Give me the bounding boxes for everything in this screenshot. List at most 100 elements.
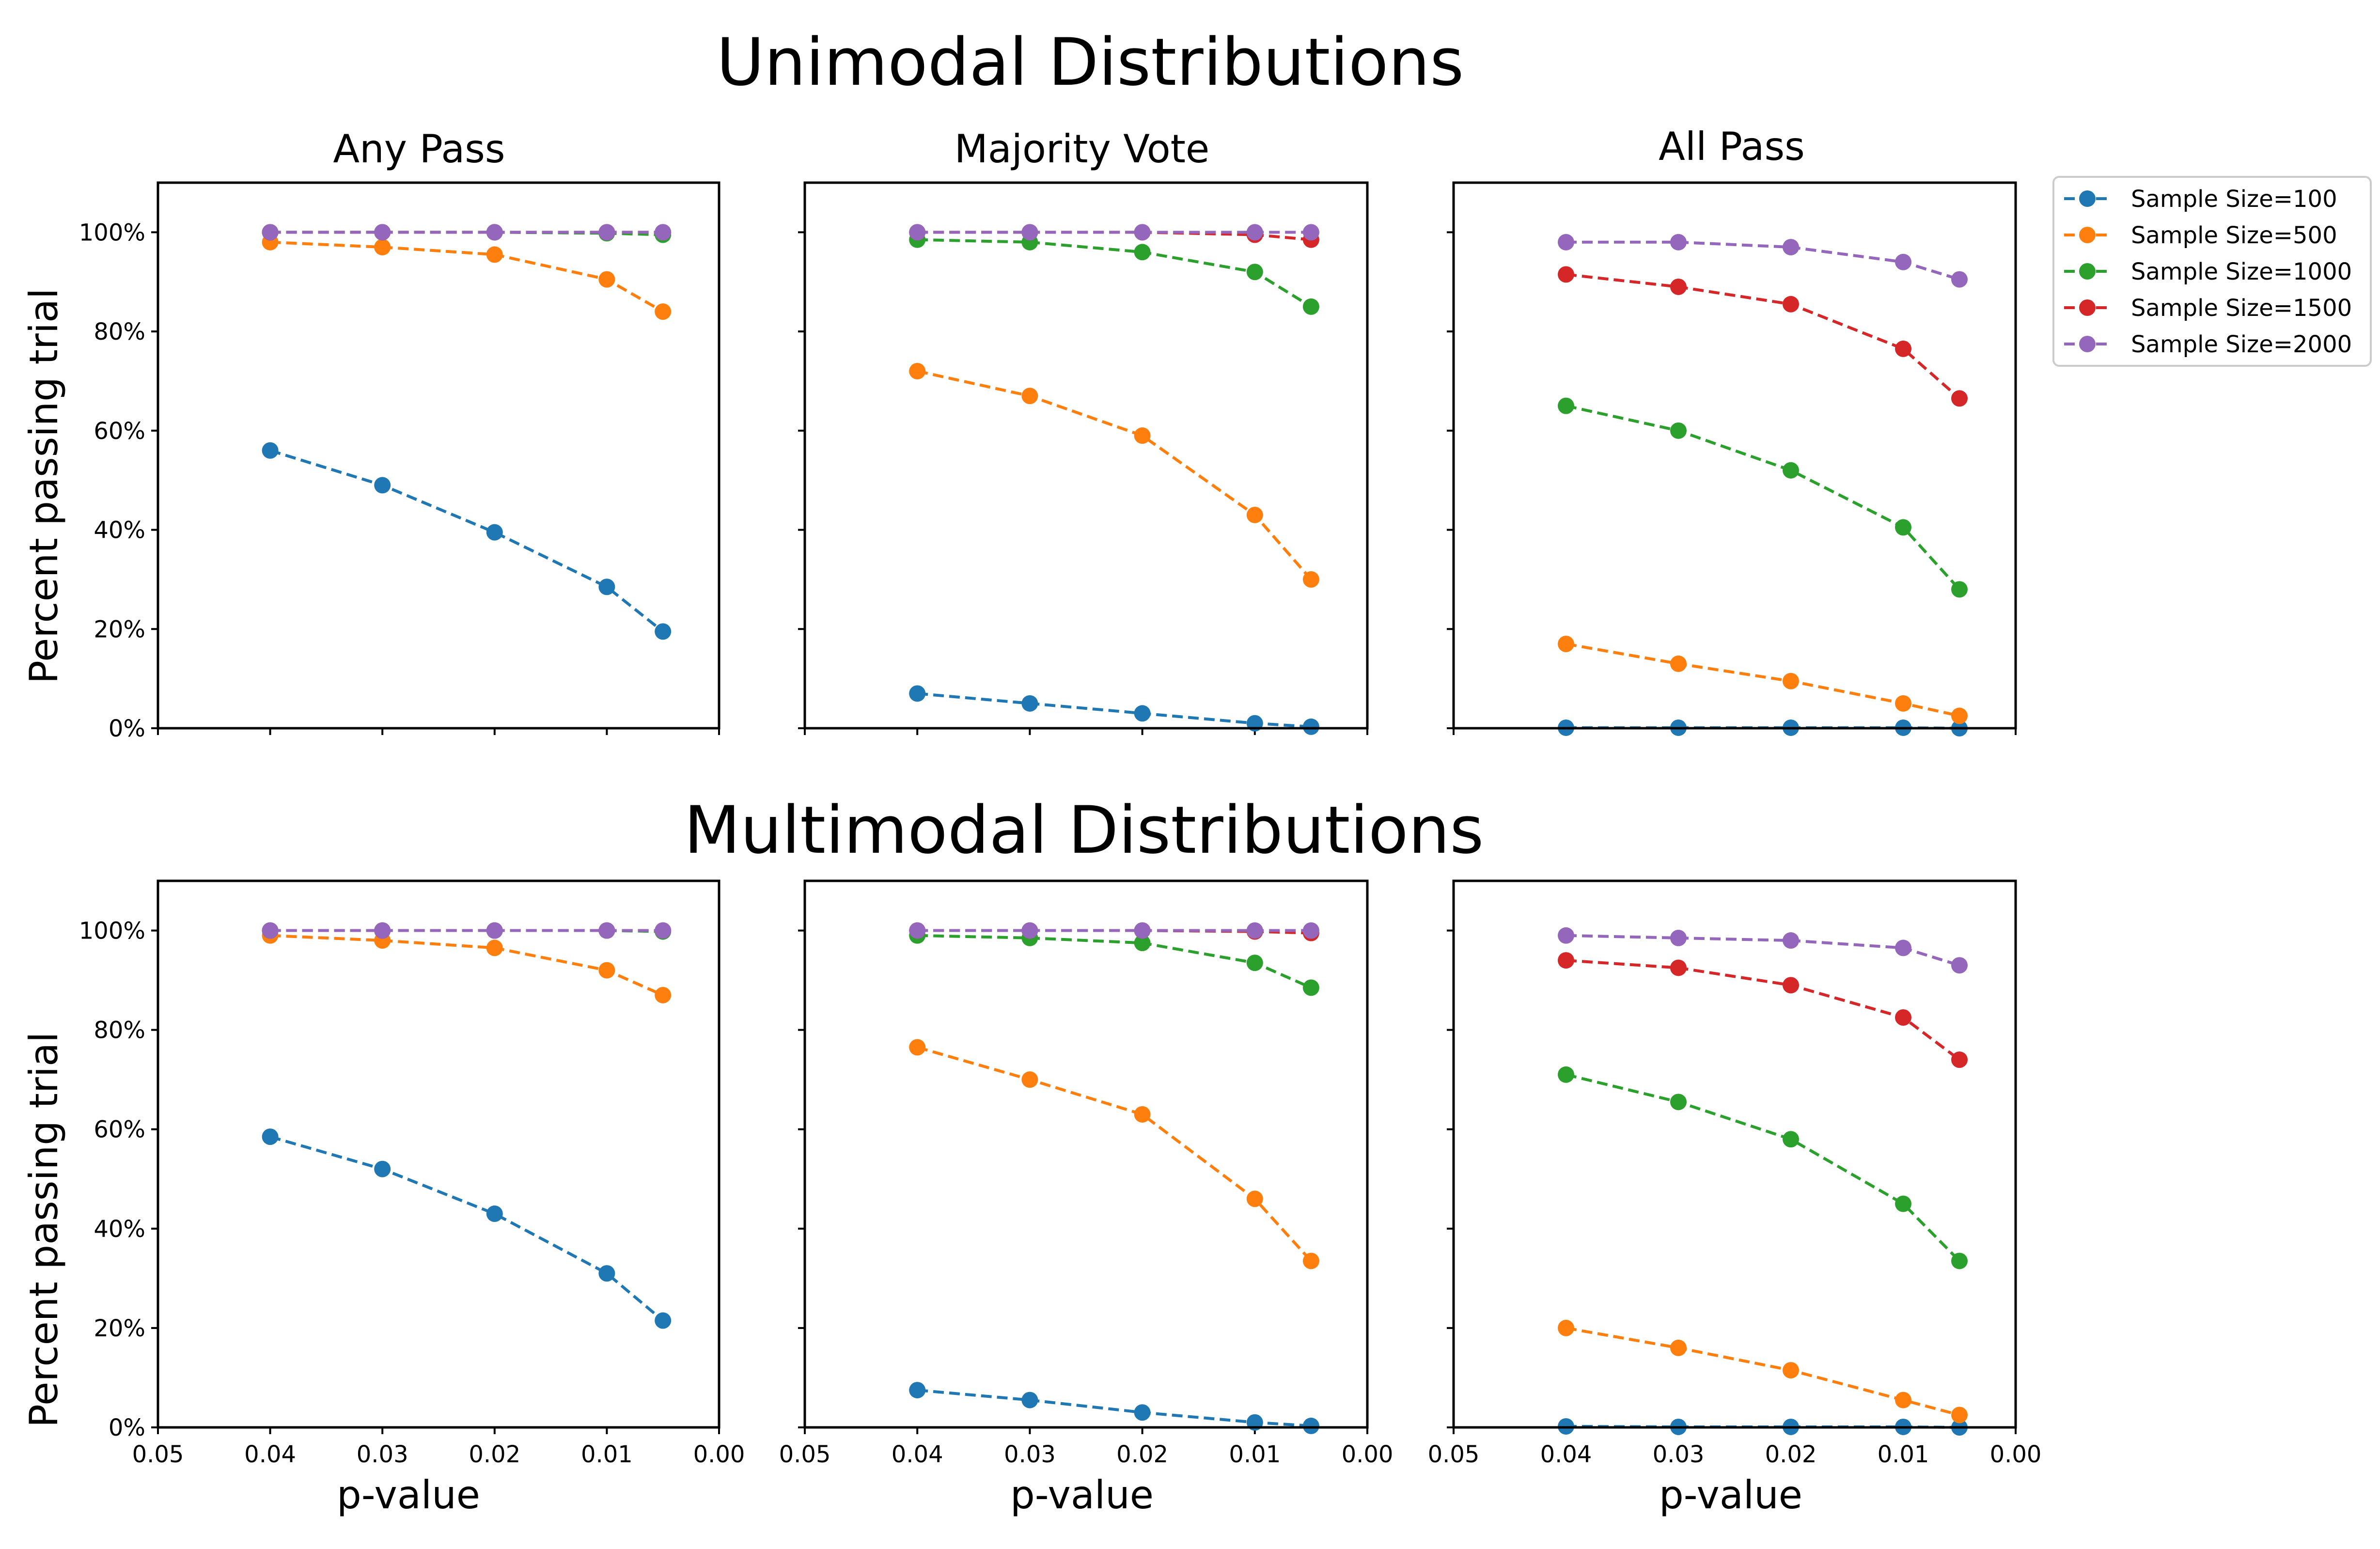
- series-sample-size-2000: [262, 224, 672, 241]
- data-point: [1895, 1009, 1911, 1026]
- data-point: [262, 1128, 279, 1145]
- x-tick-label: 0.05: [1428, 1441, 1480, 1468]
- y-tick-label: 0%: [109, 715, 145, 742]
- data-point: [909, 1039, 926, 1056]
- x-axis-label-right: p-value: [1659, 1472, 1802, 1518]
- series-line: [269, 1135, 664, 1322]
- column-title-majority-vote: Majority Vote: [955, 126, 1210, 172]
- series-sample-size-500: [1558, 1319, 1968, 1424]
- subplot-r0-c2: [1447, 181, 2017, 736]
- legend-entry: Sample Size=1500: [2064, 295, 2352, 322]
- data-point: [598, 271, 615, 288]
- data-point: [1021, 1392, 1038, 1408]
- data-point: [1134, 427, 1151, 444]
- y-tick-label: 0%: [109, 1414, 145, 1441]
- data-point: [1670, 278, 1687, 295]
- axes-frame: [157, 181, 720, 730]
- series-sample-size-2000: [1558, 927, 1968, 974]
- data-point: [1558, 952, 1574, 969]
- x-tick-label: 0.04: [244, 1441, 296, 1468]
- data-point: [1134, 1404, 1151, 1421]
- series-sample-size-2000: [1558, 234, 1968, 288]
- data-point: [1670, 655, 1687, 672]
- data-point: [1895, 939, 1911, 956]
- data-point: [1895, 1195, 1911, 1212]
- row-title-multimodal: Multimodal Distributions: [684, 792, 1484, 868]
- legend-frame: [2052, 176, 2372, 367]
- series-sample-size-2000: [909, 922, 1319, 939]
- series-sample-size-2000: [909, 224, 1319, 241]
- axes-frame: [157, 879, 720, 1429]
- series-sample-size-500: [909, 1039, 1319, 1269]
- legend-marker: [2079, 299, 2096, 316]
- series-sample-size-1500: [1558, 266, 1968, 407]
- data-point: [1134, 705, 1151, 722]
- x-tick-label: 0.00: [693, 1441, 745, 1468]
- data-point: [1783, 932, 1799, 949]
- data-point: [1558, 635, 1574, 652]
- legend-label: Sample Size=500: [2131, 222, 2337, 249]
- data-point: [1670, 929, 1687, 946]
- data-point: [1246, 1190, 1263, 1207]
- y-tick-label: 40%: [94, 517, 145, 544]
- data-point: [1246, 264, 1263, 281]
- data-point: [1021, 922, 1038, 939]
- data-point: [1302, 979, 1319, 996]
- y-tick-label: 100%: [79, 918, 145, 945]
- data-point: [262, 442, 279, 459]
- data-point: [909, 1382, 926, 1399]
- data-point: [598, 962, 615, 979]
- x-tick-label: 0.05: [132, 1441, 184, 1468]
- y-tick-label: 80%: [94, 1017, 145, 1044]
- legend-label: Sample Size=1000: [2131, 258, 2352, 285]
- subplot-r1-c2: 0.05 0.04 0.03 0.02 0.01 0.00: [1428, 879, 2042, 1468]
- data-point: [1951, 1407, 1968, 1424]
- data-point: [374, 477, 391, 494]
- series-sample-size-500: [909, 362, 1319, 588]
- y-tick-label: 20%: [94, 1315, 145, 1342]
- y-tick-label: 80%: [94, 318, 145, 345]
- data-point: [1021, 388, 1038, 405]
- axes-frame: [803, 181, 1369, 730]
- subplot-r0-c1: [798, 181, 1369, 735]
- legend: Sample Size=100 Sample Size=500 Sample Siz…: [2052, 176, 2372, 367]
- row-title-unimodal: Unimodal Distributions: [717, 24, 1464, 100]
- data-point: [262, 224, 279, 241]
- data-point: [1951, 581, 1968, 598]
- data-point: [909, 224, 926, 241]
- x-tick-label: 0.04: [892, 1441, 943, 1468]
- data-point: [1021, 695, 1038, 712]
- data-point: [1246, 954, 1263, 971]
- data-point: [1302, 298, 1319, 315]
- data-point: [1558, 927, 1574, 944]
- data-point: [655, 1312, 672, 1329]
- legend-entry: Sample Size=1000: [2064, 258, 2352, 285]
- y-tick-label: 20%: [94, 616, 145, 643]
- data-point: [1302, 224, 1319, 241]
- data-point: [1951, 1252, 1968, 1269]
- data-point: [1558, 234, 1574, 250]
- data-point: [909, 685, 926, 702]
- data-point: [655, 986, 672, 1003]
- series-sample-size-2000: [262, 922, 672, 939]
- data-point: [1246, 224, 1263, 241]
- x-tick-label: 0.01: [1229, 1441, 1281, 1468]
- data-point: [1670, 234, 1687, 250]
- subplot-r1-c0: 0% 20% 40% 60% 80% 100% 0.05 0.04 0.03 0.02 0.01 0.…: [79, 879, 745, 1468]
- x-tick-label: 0.00: [1990, 1441, 2042, 1468]
- data-point: [655, 922, 672, 939]
- data-point: [1302, 922, 1319, 939]
- legend-marker: [2079, 263, 2096, 280]
- data-point: [1021, 1071, 1038, 1088]
- data-point: [374, 224, 391, 241]
- data-point: [1895, 1392, 1911, 1408]
- series-sample-size-500: [262, 234, 672, 320]
- data-point: [486, 224, 503, 241]
- x-axis-label-middle: p-value: [1010, 1472, 1154, 1518]
- y-tick-label: 60%: [94, 1116, 145, 1143]
- data-point: [1670, 959, 1687, 976]
- data-point: [1134, 244, 1151, 261]
- data-point: [1302, 1417, 1319, 1434]
- data-point: [1134, 935, 1151, 952]
